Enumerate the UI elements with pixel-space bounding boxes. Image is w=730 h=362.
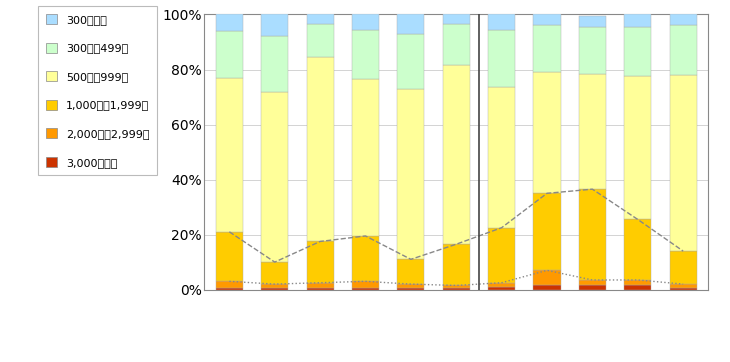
Bar — [397, 89, 424, 259]
Bar — [307, 288, 334, 290]
Bar — [579, 189, 606, 280]
Bar — [261, 262, 288, 284]
Bar — [397, 288, 424, 290]
Bar — [488, 283, 515, 287]
Bar — [624, 14, 651, 27]
Bar — [307, 241, 334, 283]
Bar — [216, 281, 243, 288]
Bar — [669, 251, 696, 284]
Bar — [216, 232, 243, 281]
Bar — [261, 37, 288, 92]
Bar — [397, 284, 424, 288]
Bar — [534, 270, 561, 286]
Bar — [352, 236, 379, 281]
Bar — [397, 14, 424, 34]
Bar — [534, 25, 561, 72]
Legend: 300円未満, 300円～499円, 500円～999円, 1,000円～1,999円, 2,000円～2,999円, 3,000円以上: 300円未満, 300円～499円, 500円～999円, 1,000円～1,9… — [38, 6, 157, 175]
Bar — [352, 281, 379, 288]
Bar — [579, 16, 606, 27]
Bar — [307, 57, 334, 241]
Bar — [397, 259, 424, 284]
Bar — [624, 286, 651, 290]
Bar — [216, 31, 243, 78]
Bar — [216, 78, 243, 232]
Bar — [261, 288, 288, 290]
Bar — [352, 30, 379, 79]
Bar — [352, 14, 379, 30]
Bar — [307, 14, 334, 24]
Bar — [488, 287, 515, 290]
Bar — [669, 25, 696, 75]
Bar — [442, 14, 470, 24]
Bar — [397, 34, 424, 89]
Bar — [624, 27, 651, 76]
Bar — [624, 280, 651, 286]
Bar — [307, 283, 334, 288]
Bar — [624, 76, 651, 219]
Bar — [488, 14, 515, 30]
Bar — [442, 286, 470, 288]
Bar — [352, 288, 379, 290]
Bar — [624, 219, 651, 280]
Bar — [579, 27, 606, 73]
Bar — [669, 288, 696, 290]
Bar — [216, 14, 243, 31]
Bar — [534, 286, 561, 290]
Bar — [442, 24, 470, 66]
Bar — [669, 75, 696, 251]
Bar — [534, 72, 561, 193]
Bar — [261, 14, 288, 37]
Bar — [442, 288, 470, 290]
Bar — [488, 30, 515, 87]
Bar — [488, 228, 515, 283]
Bar — [442, 244, 470, 286]
Bar — [261, 284, 288, 288]
Bar — [534, 193, 561, 270]
Bar — [442, 66, 470, 244]
Bar — [352, 79, 379, 236]
Bar — [216, 288, 243, 290]
Bar — [534, 14, 561, 25]
Bar — [579, 280, 606, 286]
Bar — [669, 14, 696, 25]
Bar — [669, 284, 696, 288]
Bar — [579, 286, 606, 290]
Bar — [307, 24, 334, 57]
Bar — [579, 73, 606, 189]
Bar — [261, 92, 288, 262]
Bar — [488, 87, 515, 228]
